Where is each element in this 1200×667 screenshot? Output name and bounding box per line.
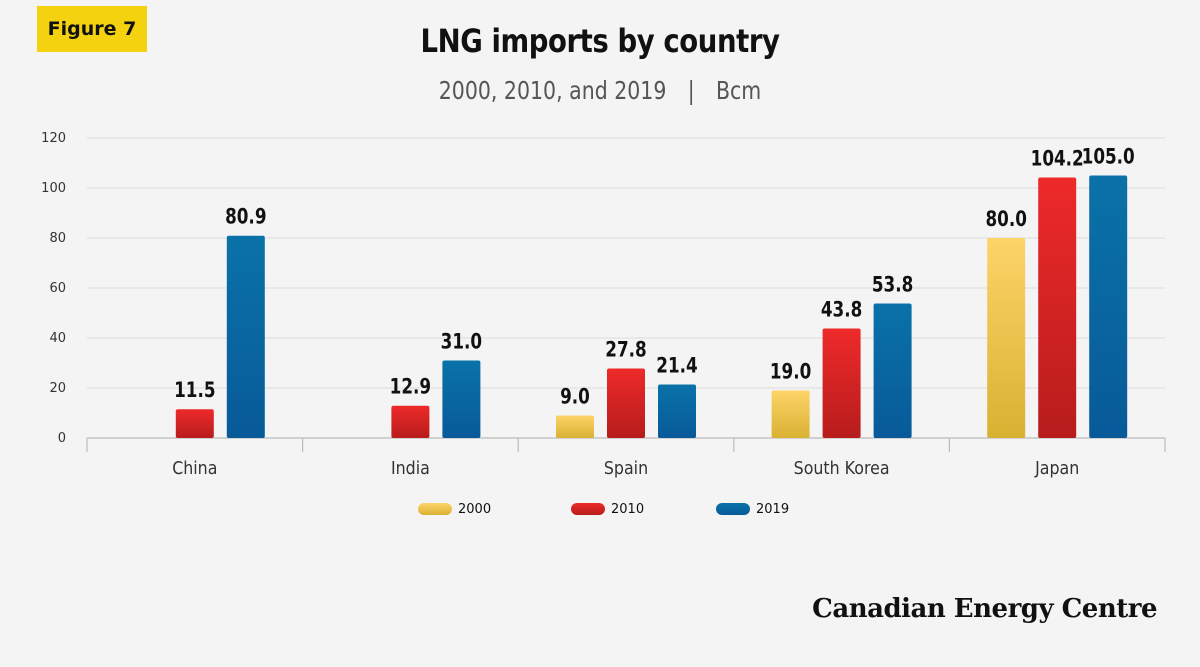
bar bbox=[873, 303, 912, 438]
y-tick-label: 80 bbox=[49, 231, 66, 246]
x-axis bbox=[86, 437, 1166, 452]
data-label: 21.4 bbox=[656, 354, 697, 378]
y-tick-label: 120 bbox=[41, 131, 66, 146]
bar bbox=[1089, 175, 1128, 438]
bars bbox=[175, 175, 1128, 438]
x-axis-ticks: China India Spain South Korea Japan bbox=[172, 457, 1079, 478]
x-tick-label: South Korea bbox=[794, 457, 890, 478]
bar bbox=[771, 390, 810, 438]
legend-label: 2019 bbox=[756, 502, 789, 517]
bar bbox=[658, 384, 696, 438]
bar bbox=[822, 328, 861, 438]
legend-swatch bbox=[418, 503, 452, 515]
bar bbox=[1038, 177, 1077, 438]
data-label: 105.0 bbox=[1082, 145, 1135, 169]
data-label: 80.9 bbox=[225, 205, 266, 229]
y-tick-label: 100 bbox=[41, 181, 66, 196]
subtitle-years: 2000, 2010, and 2019 bbox=[438, 76, 667, 105]
data-label: 11.5 bbox=[174, 378, 215, 402]
bar bbox=[175, 409, 214, 438]
legend-label: 2010 bbox=[611, 502, 644, 517]
figure-badge: Figure 7 bbox=[37, 6, 147, 52]
data-label: 80.0 bbox=[985, 207, 1026, 231]
y-axis-ticks: 0 20 40 60 80 100 120 bbox=[41, 131, 66, 446]
legend-swatch bbox=[571, 503, 605, 515]
y-tick-label: 60 bbox=[49, 281, 66, 296]
data-label: 27.8 bbox=[605, 338, 646, 362]
chart-subtitle: 2000, 2010, and 2019 | Bcm bbox=[108, 76, 1092, 105]
gridlines bbox=[87, 137, 1165, 389]
x-tick-label: Spain bbox=[604, 457, 648, 478]
legend-item: 2019 bbox=[716, 502, 789, 517]
subtitle-unit: Bcm bbox=[715, 76, 762, 105]
data-label: 43.8 bbox=[821, 298, 862, 322]
bar bbox=[391, 405, 430, 438]
y-tick-label: 40 bbox=[49, 331, 66, 346]
legend-item: 2000 bbox=[418, 502, 491, 517]
legend-item: 2010 bbox=[571, 502, 644, 517]
data-label: 12.9 bbox=[390, 375, 431, 399]
bar bbox=[607, 368, 645, 438]
data-label: 31.0 bbox=[441, 330, 482, 354]
data-label: 19.0 bbox=[770, 360, 811, 384]
bar bbox=[226, 235, 265, 438]
legend: 2000 2010 2019 bbox=[418, 502, 789, 517]
brand-logo-text: Canadian Energy Centre bbox=[812, 594, 1157, 624]
bar bbox=[556, 415, 594, 438]
legend-label: 2000 bbox=[458, 502, 491, 517]
x-tick-label: Japan bbox=[1034, 457, 1079, 478]
bar bbox=[987, 238, 1026, 438]
x-tick-label: India bbox=[391, 457, 430, 478]
y-tick-label: 0 bbox=[58, 431, 66, 446]
chart-title: LNG imports by country bbox=[420, 22, 780, 60]
data-label: 9.0 bbox=[560, 385, 590, 409]
bar-chart: 0 20 40 60 80 100 120 11.5 80.9 12.9 31.0 9.0 27.8 2… bbox=[41, 131, 1166, 517]
y-tick-label: 20 bbox=[49, 381, 66, 396]
data-label: 104.2 bbox=[1031, 147, 1084, 171]
subtitle-separator: | bbox=[687, 76, 695, 105]
data-label: 53.8 bbox=[872, 273, 913, 297]
legend-swatch bbox=[716, 503, 750, 515]
x-tick-label: China bbox=[172, 457, 217, 478]
data-labels: 11.5 80.9 12.9 31.0 9.0 27.8 21.4 19.0 43.8 53.8 8… bbox=[174, 145, 1135, 409]
bar bbox=[442, 360, 481, 438]
